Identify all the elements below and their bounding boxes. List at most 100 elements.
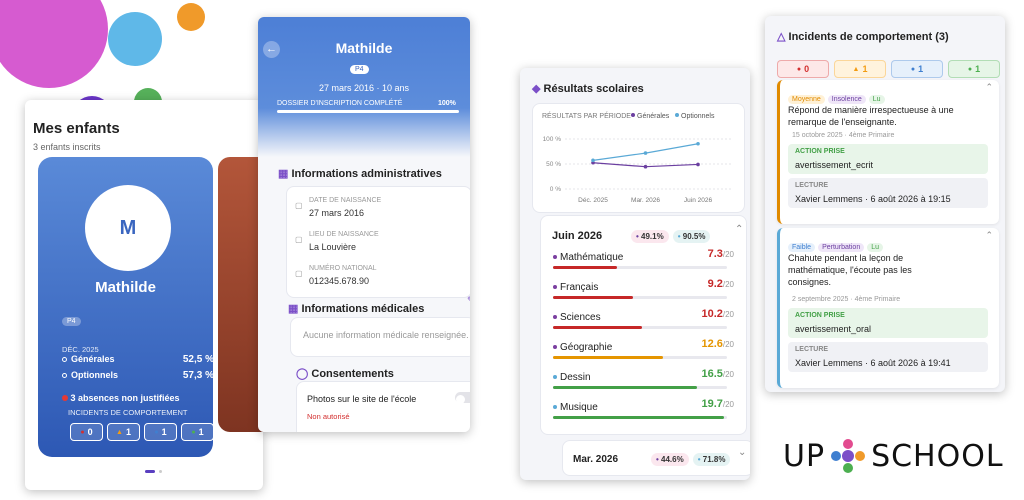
score-value: 16.5: [701, 368, 723, 380]
score-bar: [553, 326, 642, 329]
child-name: Mathilde: [95, 279, 156, 296]
field-icon: ▢: [295, 201, 303, 210]
score-bar: [553, 296, 634, 299]
count-value: 1: [125, 427, 131, 437]
count-icon: ●: [80, 428, 85, 436]
count-icon: ●: [154, 428, 159, 436]
collapse-icon: ⌃: [985, 230, 993, 240]
field-value: 27 mars 2016: [309, 208, 365, 218]
score-max: /20: [722, 340, 734, 349]
subject-dot: [553, 255, 557, 259]
action-box: ACTION PRISE avertissement_oral: [788, 308, 988, 338]
read-box: LECTURE Xavier Lemmens · 6 août 2026 à 19…: [788, 342, 988, 372]
admin-title: Informations administratives: [291, 168, 442, 180]
badge-value: 71.8%: [702, 455, 726, 464]
score-max: /20: [722, 310, 734, 319]
incident-card: Moyenne Insolence Lu ⌃ Répond de manière irr…: [777, 80, 999, 224]
subject-dot: [553, 375, 557, 379]
incident-count: ● 0: [70, 423, 103, 441]
field-icon: ▢: [295, 235, 303, 244]
count-value: 0: [87, 427, 93, 437]
expand-icon[interactable]: ⌄: [738, 447, 747, 458]
count-value: 1: [862, 64, 868, 74]
score-max: /20: [722, 280, 734, 289]
absences-text: 3 absences non justifiées: [70, 393, 180, 403]
medical-card: Aucune information médicale renseignée.: [290, 317, 470, 357]
incident-counts: ● 0 ▲ 1 ● 1 ● 1: [777, 60, 1000, 78]
series-point: [696, 141, 700, 146]
consent-status: Non autorisé: [307, 412, 350, 421]
incident-meta: 2 septembre 2025 · 4ème Primaire: [792, 296, 901, 303]
score-value: 9.2: [707, 278, 723, 290]
next-child-card: [218, 157, 263, 432]
period-badges: • 49.1% • 90.5%: [631, 226, 714, 244]
read-label: LECTURE: [795, 346, 829, 353]
subject-score: 12.6/20: [701, 338, 734, 350]
consent-card: Photos sur le site de l'école Non autori…: [296, 381, 470, 432]
class-badge: P4: [350, 65, 369, 74]
incident-count: ▲ 1: [107, 423, 140, 441]
screen-title: Mes enfants: [33, 120, 120, 137]
average-row: Générales 52,5 %: [62, 354, 214, 365]
x-tick-label: Déc. 2025: [578, 197, 608, 204]
absences: 3 absences non justifiées: [62, 393, 180, 403]
field-label: NUMÉRO NATIONAL: [309, 265, 377, 272]
read-value: Xavier Lemmens · 6 août 2026 à 19:41: [795, 358, 951, 368]
child-card: M Mathilde P4 DÉC. 2025 Générales 52,5 % O…: [38, 157, 214, 457]
count-icon: ▲: [116, 428, 123, 436]
score-track: [553, 266, 727, 269]
legend-marker: [631, 113, 635, 117]
subject-dot: [553, 285, 557, 289]
birth: 27 mars 2016 · 10 ans: [318, 83, 410, 93]
score-bar: [553, 266, 617, 269]
series-point: [696, 162, 700, 167]
subject-dot: [553, 405, 557, 409]
score-track: [553, 296, 727, 299]
incidents-label: INCIDENTS DE COMPORTEMENT: [68, 408, 188, 417]
action-value: avertissement_ecrit: [795, 160, 874, 170]
badge-dot: •: [656, 455, 662, 464]
subject-name: Mathématique: [560, 252, 624, 263]
period-label: DÉC. 2025: [62, 345, 99, 354]
y-tick-label: 0 %: [550, 186, 561, 193]
profile-header: [258, 17, 470, 157]
edit-icon[interactable]: ✎: [467, 295, 470, 306]
incident-tag: Perturbation: [818, 243, 865, 252]
average-value: 57,3 %: [182, 370, 214, 381]
action-box: ACTION PRISE avertissement_ecrit: [788, 144, 988, 174]
series-point: [643, 164, 648, 169]
badge-dot: •: [636, 232, 642, 241]
consent-toggle[interactable]: [455, 392, 470, 404]
action-label: ACTION PRISE: [795, 148, 845, 155]
incident-text: Répond de manière irrespectueuse à une r…: [788, 105, 954, 127]
section-title: △ Incidents de comportement (3): [777, 31, 949, 43]
back-button[interactable]: ←: [263, 41, 280, 58]
action-value: avertissement_oral: [795, 324, 872, 334]
incident-tag: Faible: [788, 243, 816, 252]
count-value: 1: [161, 427, 167, 437]
field-icon: ▢: [295, 269, 303, 278]
progress-bar: [277, 110, 459, 113]
avatar-initial: M: [119, 216, 137, 239]
subject-name: Géographie: [560, 342, 613, 353]
incident-count: ● 1: [181, 423, 214, 441]
profile-screen: ← Mathilde P4 27 mars 2016 · 10 ans DOSS…: [258, 17, 470, 432]
average-badge: • 71.8%: [692, 453, 731, 466]
score-bar: [553, 356, 663, 359]
badge-value: 49.1%: [641, 232, 664, 241]
legend-marker: [675, 113, 679, 117]
score-value: 19.7: [701, 398, 723, 410]
field-label: DATE DE NAISSANCE: [309, 197, 382, 204]
count-value: 1: [198, 427, 204, 437]
collapse-icon[interactable]: ⌃: [735, 224, 744, 235]
field-value: La Louvière: [309, 242, 357, 252]
incident-count: ● 1: [891, 60, 943, 78]
incident-count: ● 1: [144, 423, 177, 441]
count-icon: ●: [796, 65, 802, 73]
y-tick-label: 100 %: [543, 136, 562, 143]
results-screen: ◆ Résultats scolaires RÉSULTATS PAR PÉRI…: [520, 68, 750, 480]
score-bar: [553, 386, 697, 389]
field-value: 012345.678.90: [309, 276, 370, 286]
collapse-icon: ⌃: [985, 82, 993, 92]
